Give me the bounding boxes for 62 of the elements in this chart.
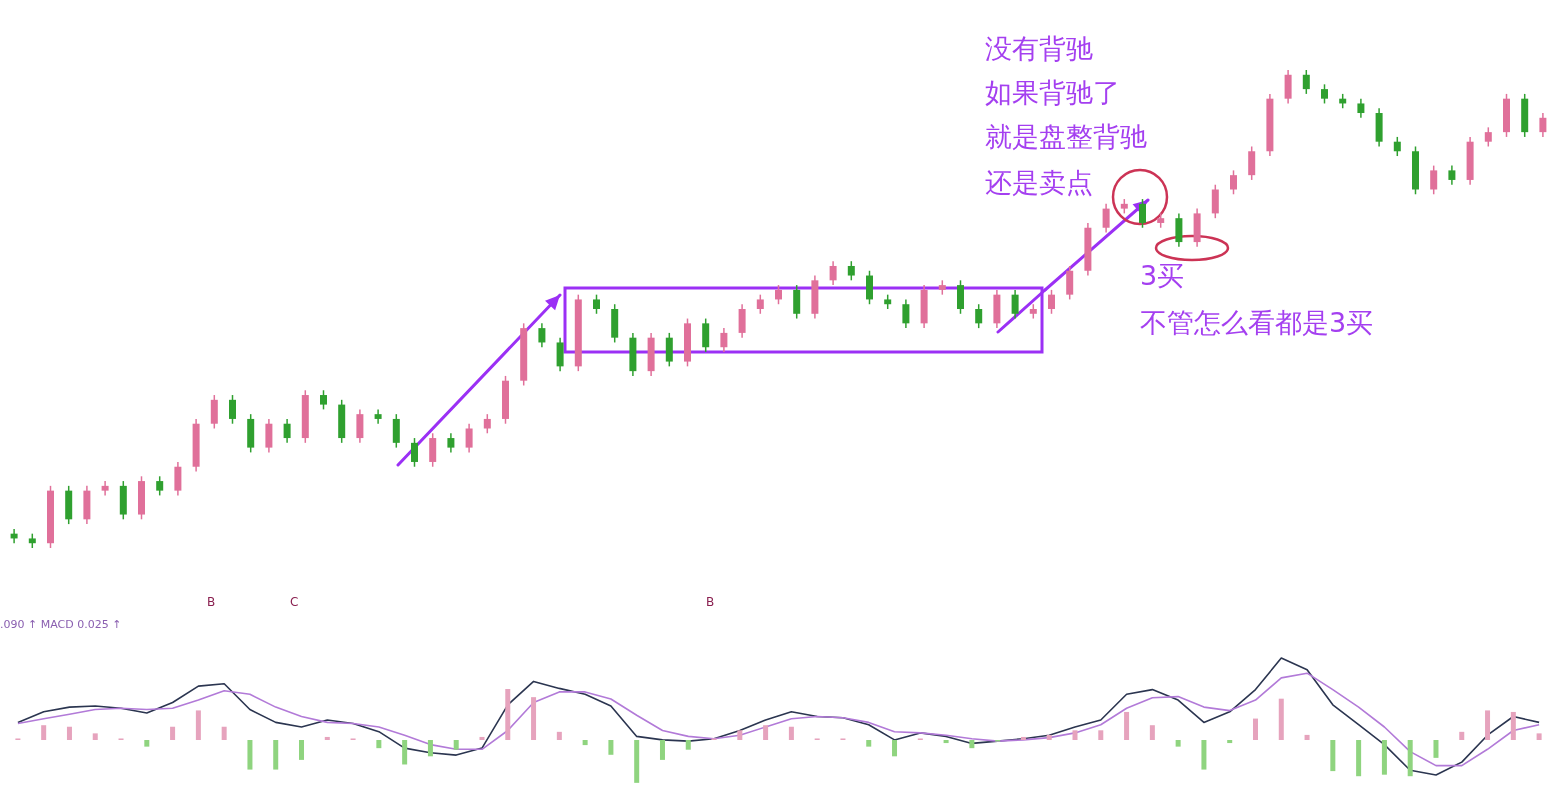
annotation: 如果背驰了	[985, 77, 1120, 108]
bar	[1046, 734, 1052, 740]
bar	[247, 740, 253, 770]
bar	[531, 697, 537, 740]
bar	[1485, 710, 1491, 740]
annotation: 就是盘整背驰	[985, 121, 1147, 152]
bar	[685, 740, 691, 750]
bar	[969, 740, 975, 749]
bar	[1459, 731, 1465, 740]
bar	[299, 740, 305, 760]
text: B	[207, 595, 216, 609]
bar	[376, 740, 382, 749]
bar	[170, 726, 176, 740]
bar	[634, 740, 640, 783]
bar	[92, 733, 98, 740]
bar	[402, 740, 408, 765]
bar	[273, 740, 279, 770]
bar	[763, 725, 769, 740]
text: .090 ↑ MACD 0.025 ↑	[0, 618, 122, 631]
bar	[1098, 730, 1104, 740]
bar	[788, 726, 794, 740]
bar	[892, 740, 898, 757]
bar	[1201, 740, 1207, 770]
bar	[1536, 733, 1542, 740]
bar	[505, 689, 511, 740]
bar	[737, 730, 743, 740]
bar	[41, 725, 47, 740]
annotation: 3买	[1140, 260, 1185, 291]
bar	[1020, 736, 1026, 740]
annotation: 不管怎么看都是3买	[1140, 307, 1374, 338]
bar	[1072, 730, 1078, 740]
bar	[1510, 711, 1516, 740]
bar	[427, 740, 433, 757]
bar	[1175, 740, 1181, 747]
annotation: 还是卖点	[985, 167, 1093, 198]
bar	[1304, 734, 1310, 740]
bar	[1149, 725, 1155, 740]
bar	[1407, 740, 1413, 777]
bar	[659, 740, 665, 760]
bar	[453, 740, 459, 750]
bar	[608, 740, 614, 755]
bar	[1124, 711, 1130, 740]
bar	[1278, 698, 1284, 740]
bar	[1381, 740, 1387, 775]
text: B	[706, 595, 715, 609]
bar	[1433, 740, 1439, 758]
bar	[66, 726, 72, 740]
bar	[195, 710, 201, 740]
text: 没有背驰	[985, 33, 1093, 64]
bar	[1252, 718, 1258, 740]
bar	[866, 740, 872, 747]
bar	[1356, 740, 1362, 777]
bar	[324, 736, 330, 740]
bar	[556, 731, 562, 740]
bar	[144, 740, 150, 747]
bar	[1227, 740, 1233, 744]
bar	[1330, 740, 1336, 772]
bar	[221, 726, 227, 740]
text: C	[290, 595, 299, 609]
bar	[479, 736, 485, 740]
bar	[943, 740, 949, 744]
bar	[582, 740, 588, 746]
